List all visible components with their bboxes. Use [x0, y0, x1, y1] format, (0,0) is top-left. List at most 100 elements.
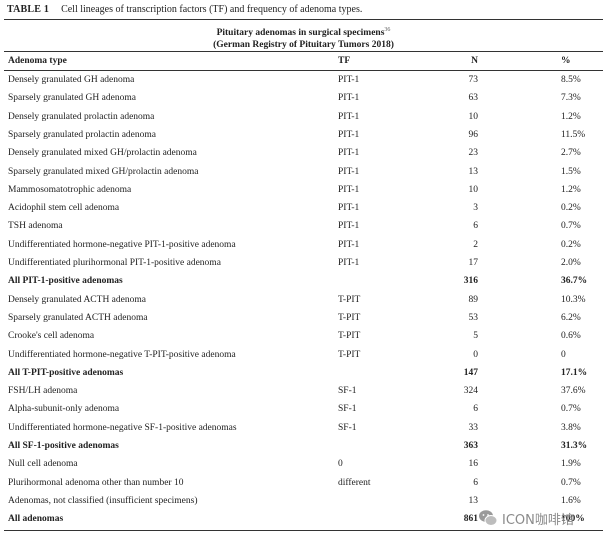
column-header-row: Adenoma type TF N %	[4, 52, 603, 70]
cell-tf: PIT-1	[338, 129, 360, 140]
table-row: Densely granulated GH adenoma PIT-1 73 8.5%	[4, 71, 603, 89]
cell-tf: PIT-1	[338, 93, 360, 104]
cell-n: 33	[468, 422, 479, 433]
table-caption: TABLE 1 Cell lineages of transcription fa…	[7, 4, 362, 15]
header-title-line1: Pituitary adenomas in surgical specimens	[216, 28, 385, 39]
cell-adenoma-type: Null cell adenoma	[8, 459, 78, 470]
cell-n: 5	[473, 331, 478, 342]
table-row: Adenomas, not classified (insufficient s…	[4, 492, 603, 510]
table-row: Plurihormonal adenoma other than number …	[4, 474, 603, 492]
cell-n: 147	[463, 367, 478, 378]
table-row: Undifferentiated plurihormonal PIT-1-pos…	[4, 254, 603, 272]
table-row: Densely granulated mixed GH/prolactin ad…	[4, 144, 603, 162]
cell-pct: 31.3%	[561, 441, 588, 451]
header-title-line2: (German Registry of Pituitary Tumors 201…	[213, 40, 394, 51]
cell-n: 53	[468, 312, 479, 323]
cell-pct: 0.2%	[561, 239, 581, 250]
cell-n: 6	[473, 477, 478, 488]
cell-tf: PIT-1	[338, 221, 360, 232]
cell-tf: PIT-1	[338, 239, 360, 250]
table-row: Crooke's cell adenoma T-PIT 5 0.6%	[4, 327, 603, 345]
cell-adenoma-type: All SF-1-positive adenomas	[8, 441, 119, 451]
column-header-n: N	[471, 56, 478, 66]
cell-n: 10	[468, 184, 479, 195]
top-rule	[4, 19, 603, 20]
table-row: Undifferentiated hormone-negative SF-1-p…	[4, 419, 603, 437]
cell-tf: 0	[338, 459, 343, 470]
cell-pct: 0.2%	[561, 203, 581, 214]
cell-pct: 1.6%	[561, 495, 581, 506]
cell-tf: PIT-1	[338, 148, 360, 159]
header-rule	[4, 51, 603, 52]
header-title-ref: 36	[384, 27, 391, 33]
table-row: Acidophil stem cell adenoma PIT-1 3 0.2%	[4, 199, 603, 217]
cell-n: 89	[468, 294, 479, 305]
cell-tf: PIT-1	[338, 203, 360, 214]
cell-adenoma-type: All adenomas	[8, 514, 64, 525]
cell-pct: 6.2%	[561, 312, 581, 323]
cell-adenoma-type: All PIT-1-positive adenomas	[8, 276, 123, 287]
cell-adenoma-type: TSH adenoma	[8, 221, 63, 232]
table-row: Null cell adenoma 0 16 1.9%	[4, 455, 603, 473]
cell-pct: 11.5%	[561, 129, 586, 140]
column-header-tf: TF	[338, 56, 351, 66]
table-label: TABLE 1	[7, 4, 50, 15]
cell-pct: 36.7%	[561, 276, 588, 287]
table-row: Undifferentiated hormone-negative PIT-1-…	[4, 236, 603, 254]
cell-n: 23	[468, 148, 479, 159]
bottom-rule	[4, 529, 603, 531]
table-subtotal-row: All SF-1-positive adenomas 363 31.3%	[4, 437, 603, 455]
column-header-rule	[4, 70, 603, 71]
table-subtotal-row: All T-PIT-positive adenomas 147 17.1%	[4, 364, 603, 382]
cell-adenoma-type: Densely granulated ACTH adenoma	[8, 294, 146, 305]
table-subtotal-row: All adenomas 861 100%	[4, 510, 603, 528]
cell-tf: different	[338, 477, 371, 488]
cell-pct: 1.5%	[561, 166, 581, 177]
table-row: Sparsely granulated mixed GH/prolactin a…	[4, 163, 603, 181]
cell-tf: PIT-1	[338, 184, 360, 195]
cell-tf: SF-1	[338, 386, 357, 397]
cell-pct: 0	[561, 349, 566, 360]
table-row: Densely granulated prolactin adenoma PIT-…	[4, 108, 603, 126]
cell-pct: 17.1%	[561, 367, 588, 378]
cell-n: 6	[473, 221, 478, 232]
cell-pct: 2.0%	[561, 258, 581, 268]
cell-tf: T-PIT	[338, 331, 361, 342]
cell-adenoma-type: Densely granulated GH adenoma	[8, 75, 135, 85]
cell-adenoma-type: Sparsely granulated prolactin adenoma	[8, 129, 156, 140]
cell-adenoma-type: Densely granulated mixed GH/prolactin ad…	[8, 148, 197, 159]
cell-adenoma-type: Undifferentiated hormone-negative T-PIT-…	[8, 349, 236, 360]
cell-pct: 1.2%	[561, 111, 581, 122]
column-header-pct: %	[561, 56, 571, 66]
table-row: Mammosomatotrophic adenoma PIT-1 10 1.2%	[4, 181, 603, 199]
cell-n: 13	[468, 495, 479, 506]
cell-adenoma-type: Mammosomatotrophic adenoma	[8, 184, 132, 195]
cell-tf: PIT-1	[338, 111, 360, 122]
watermark-text: ICON咖啡馆	[502, 512, 574, 528]
cell-adenoma-type: Sparsely granulated mixed GH/prolactin a…	[8, 166, 199, 177]
column-header-type: Adenoma type	[8, 56, 67, 66]
cell-pct: 2.7%	[561, 148, 581, 159]
cell-pct: 1.9%	[561, 459, 581, 470]
cell-adenoma-type: Acidophil stem cell adenoma	[8, 203, 120, 214]
cell-n: 16	[468, 459, 479, 470]
cell-pct: 37.6%	[561, 386, 586, 397]
cell-n: 316	[463, 276, 478, 287]
cell-n: 6	[473, 404, 478, 415]
cell-n: 0	[473, 349, 478, 360]
cell-pct: 0.7%	[561, 404, 581, 415]
cell-tf: SF-1	[338, 404, 357, 415]
cell-adenoma-type: Undifferentiated hormone-negative SF-1-p…	[8, 422, 237, 433]
cell-n: 861	[463, 514, 478, 525]
cell-adenoma-type: FSH/LH adenoma	[8, 386, 78, 397]
cell-adenoma-type: Undifferentiated hormone-negative PIT-1-…	[8, 239, 236, 250]
cell-n: 96	[468, 129, 479, 140]
cell-adenoma-type: Sparsely granulated ACTH adenoma	[8, 312, 148, 323]
table-subtotal-row: All PIT-1-positive adenomas 316 36.7%	[4, 272, 603, 290]
cell-adenoma-type: Densely granulated prolactin adenoma	[8, 111, 155, 122]
cell-adenoma-type: Adenomas, not classified (insufficient s…	[8, 495, 198, 506]
cell-pct: 1.2%	[561, 184, 581, 195]
table-row: TSH adenoma PIT-1 6 0.7%	[4, 217, 603, 235]
cell-tf: PIT-1	[338, 75, 360, 85]
cell-pct: 0.6%	[561, 331, 581, 342]
